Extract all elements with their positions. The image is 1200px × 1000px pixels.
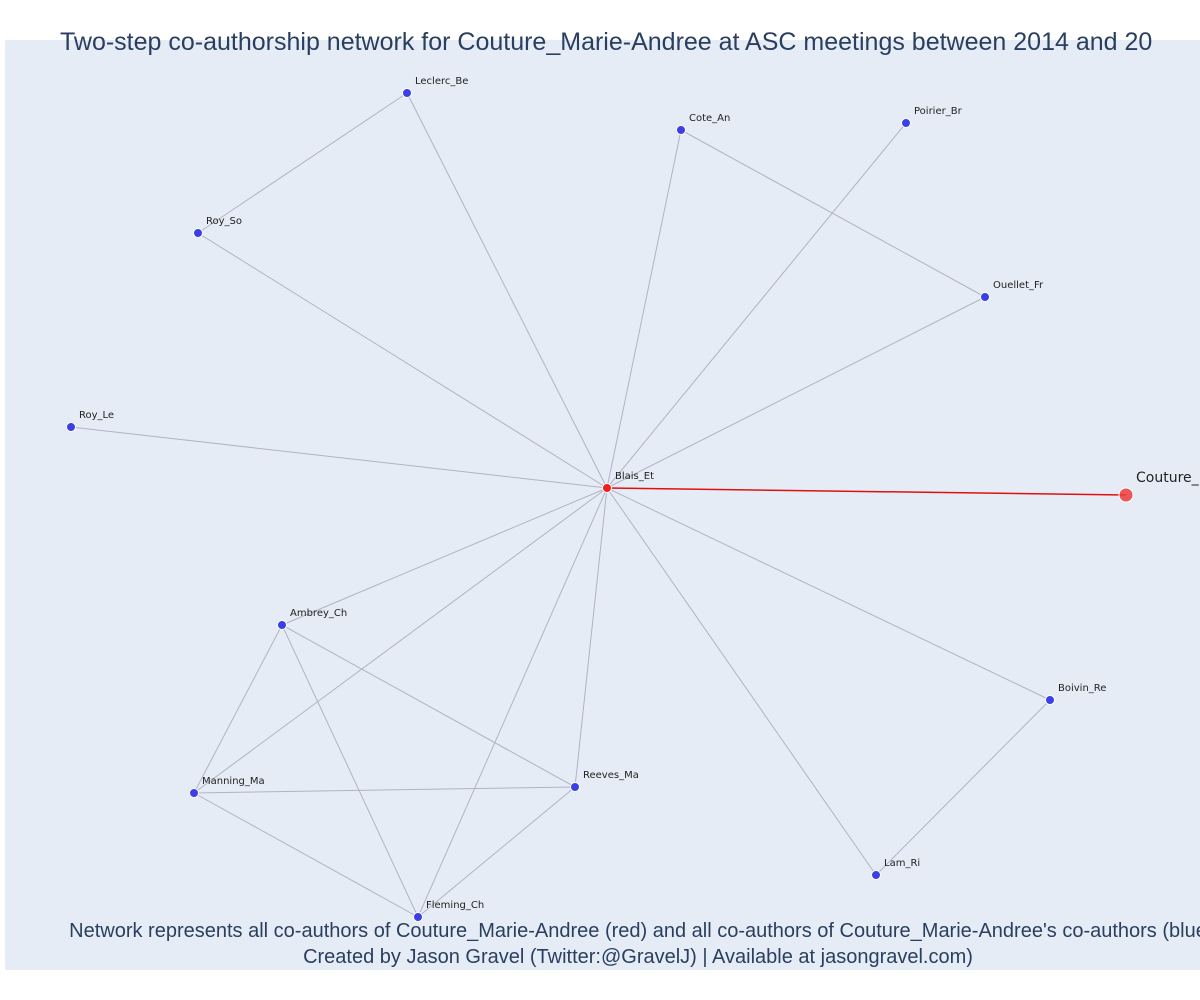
node-label-Leclerc_Be: Leclerc_Be (415, 76, 468, 87)
edge-Ambrey_Ch-Fleming_Ch (281, 624, 419, 918)
node-Roy_Le[interactable] (66, 422, 76, 432)
node-Couture_Marie-Andree[interactable] (1118, 487, 1134, 503)
node-label-Reeves_Ma: Reeves_Ma (583, 770, 639, 781)
caption-line-1: Network represents all co-authors of Cou… (69, 920, 1200, 942)
node-Boivin_Re[interactable] (1045, 695, 1055, 705)
plot-background (5, 40, 1200, 970)
edge-Blais_Et-Roy_Le (70, 426, 608, 489)
node-Roy_So[interactable] (193, 228, 203, 238)
edge-Blais_Et-Roy_So (197, 232, 608, 489)
node-label-Manning_Ma: Manning_Ma (202, 776, 265, 787)
node-label-Blais_Et: Blais_Et (615, 471, 654, 482)
node-Ambrey_Ch[interactable] (277, 620, 287, 630)
edge-Blais_Et-Manning_Ma (193, 487, 608, 794)
chart-title: Two-step co-authorship network for Coutu… (60, 28, 1153, 56)
node-label-Roy_So: Roy_So (206, 216, 242, 227)
edge-Ambrey_Ch-Manning_Ma (193, 624, 283, 794)
nodes-layer (66, 88, 1134, 922)
node-Reeves_Ma[interactable] (570, 782, 580, 792)
node-label-Ambrey_Ch: Ambrey_Ch (290, 608, 347, 619)
node-Leclerc_Be[interactable] (402, 88, 412, 98)
edge-Blais_Et-Cote_An (606, 129, 682, 489)
edge-Blais_Et-Reeves_Ma (574, 487, 608, 788)
node-label-Poirier_Br: Poirier_Br (914, 106, 963, 117)
node-Cote_An[interactable] (676, 125, 686, 135)
node-label-Couture_Marie-Andree: Couture_ (1136, 470, 1200, 486)
edge-Blais_Et-Ouellet_Fr (606, 296, 986, 489)
node-Lam_Ri[interactable] (871, 870, 881, 880)
node-label-Ouellet_Fr: Ouellet_Fr (993, 280, 1044, 291)
node-Poirier_Br[interactable] (901, 118, 911, 128)
node-label-Cote_An: Cote_An (689, 113, 730, 124)
edge-Blais_Et-Fleming_Ch (417, 487, 608, 918)
edge-Blais_Et-Lam_Ri (606, 487, 877, 876)
node-Fleming_Ch[interactable] (413, 912, 423, 922)
node-label-Fleming_Ch: Fleming_Ch (426, 900, 484, 911)
edge-Blais_Et-Ambrey_Ch (281, 487, 608, 626)
node-Ouellet_Fr[interactable] (980, 292, 990, 302)
edge-Ambrey_Ch-Reeves_Ma (281, 624, 576, 788)
edge-Blais_Et-Poirier_Br (606, 122, 907, 489)
edge-Reeves_Ma-Fleming_Ch (417, 786, 576, 918)
edges-layer (70, 92, 1127, 918)
edge-Boivin_Re-Lam_Ri (875, 699, 1051, 876)
node-label-Roy_Le: Roy_Le (79, 410, 114, 421)
node-label-Boivin_Re: Boivin_Re (1058, 683, 1106, 694)
edge-Manning_Ma-Fleming_Ch (193, 792, 419, 918)
node-label-Lam_Ri: Lam_Ri (884, 858, 920, 869)
edge-Manning_Ma-Reeves_Ma (193, 786, 576, 794)
edge-Cote_An-Ouellet_Fr (680, 129, 986, 298)
edge-Leclerc_Be-Roy_So (197, 92, 408, 234)
edge-Blais_Et-Leclerc_Be (406, 92, 608, 489)
caption: Network represents all co-authors of Cou… (13, 918, 1200, 970)
node-Blais_Et[interactable] (602, 483, 612, 493)
caption-line-2: Created by Jason Gravel (Twitter:@Gravel… (303, 946, 973, 968)
node-Manning_Ma[interactable] (189, 788, 199, 798)
edge-Blais_Et-Couture_Marie-Andree (606, 487, 1127, 496)
labels-layer: Couture_ Blais_Et Leclerc_Be Cote_An Poirier… (79, 76, 1200, 911)
edge-Blais_Et-Boivin_Re (606, 487, 1051, 701)
